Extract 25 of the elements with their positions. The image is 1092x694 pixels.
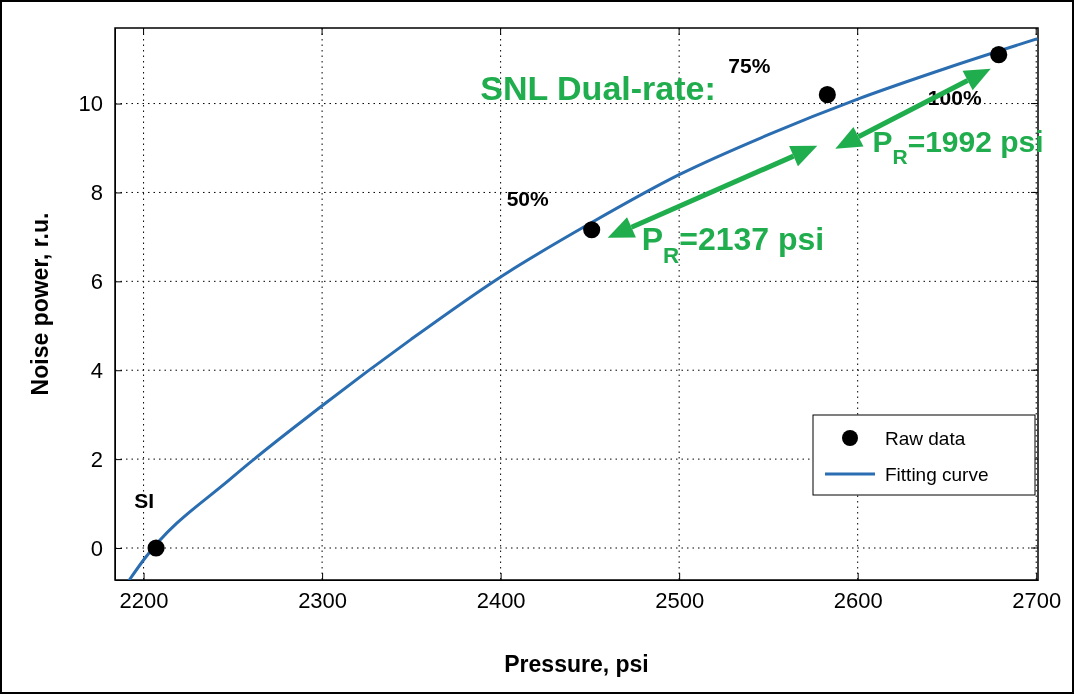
annotation: SNL Dual-rate: [480,69,716,107]
legend-label: Raw data [885,428,966,449]
legend-label: Fitting curve [885,464,989,485]
annotation: P$_{R}$=2137 psi [641,221,825,268]
y-tick-label: 0 [90,535,103,561]
annotation: 75% [728,53,771,77]
annotation: 50% [506,186,550,210]
x-tick-label: 2200 [119,587,169,613]
annotation: SI [134,489,154,512]
x-tick-label: 2400 [476,587,526,613]
point [147,539,165,557]
y-axis-title: Noise power, r.u. [27,212,53,396]
point [583,221,601,239]
x-tick-label: 2500 [655,587,705,613]
point [990,46,1008,64]
x-tick-label: 2300 [298,587,348,613]
y-tick-label: 10 [78,91,103,117]
y-tick-label: 4 [90,357,103,383]
x-tick-label: 2600 [833,587,883,613]
x-axis-title: Pressure, psi [504,651,649,677]
y-tick-label: 6 [90,268,103,294]
y-tick-label: 2 [90,446,103,472]
y-tick-label: 8 [90,179,103,205]
x-tick-label: 2700 [1012,587,1062,613]
point [818,86,836,104]
